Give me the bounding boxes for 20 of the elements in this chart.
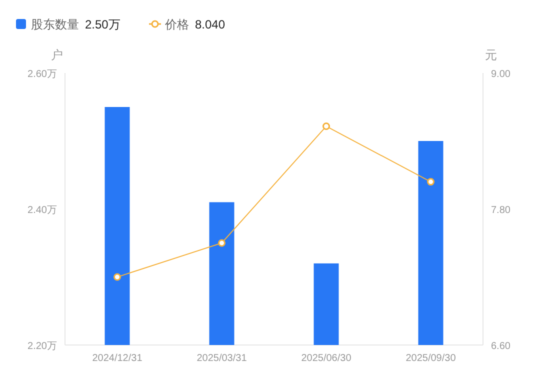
x-tick-label: 2024/12/31 bbox=[92, 353, 143, 364]
y2-tick-label: 7.80 bbox=[491, 205, 511, 216]
x-tick-label: 2025/09/30 bbox=[406, 353, 456, 364]
legend-label: 价格 bbox=[164, 18, 189, 32]
legend-label: 股东数量 bbox=[31, 18, 79, 32]
point bbox=[218, 239, 226, 247]
x-tick-label: 2025/03/31 bbox=[196, 353, 248, 364]
x-tick-label: 2025/06/30 bbox=[301, 353, 352, 364]
text: 2.50万 bbox=[85, 18, 120, 32]
y-tick-label: 2.20万 bbox=[28, 341, 57, 352]
point bbox=[114, 273, 121, 281]
y2-axis-title: 元 bbox=[485, 48, 497, 62]
y-tick-label: 2.60万 bbox=[28, 69, 57, 80]
text: 8.040 bbox=[195, 18, 226, 32]
y2-tick-label: 9.00 bbox=[491, 69, 511, 80]
y-axis-title: 户 bbox=[51, 48, 63, 62]
y-tick-label: 2.40万 bbox=[28, 205, 57, 216]
point bbox=[322, 122, 330, 130]
y2-tick-label: 6.60 bbox=[491, 341, 511, 352]
point bbox=[427, 178, 434, 186]
